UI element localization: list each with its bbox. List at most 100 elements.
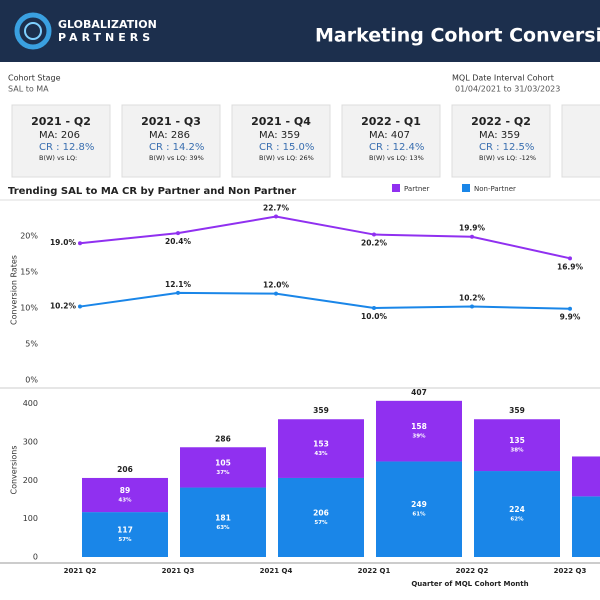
y-axis-label: Conversion Rates: [10, 255, 19, 325]
bar-segment: [180, 487, 266, 557]
card-lq: B(W) vs LQ: 26%: [259, 154, 314, 162]
legend-label: Partner: [404, 185, 430, 193]
filter-value: 01/04/2021 to 31/03/2023: [455, 85, 560, 94]
point: [372, 306, 376, 310]
card-cr: CR : 15.0%: [259, 142, 314, 153]
legend-swatch: [462, 184, 470, 192]
series-line: [79, 291, 571, 310]
logo-text: GLOBALIZATION: [58, 18, 157, 31]
share-label: 43%: [118, 498, 132, 504]
filter-label: Cohort Stage: [8, 74, 61, 83]
data-label: 10.2%: [50, 302, 77, 311]
data-label: 249: [411, 500, 427, 509]
card-cr: CR : 12.4%: [369, 142, 424, 153]
y-tick-label: 100: [23, 514, 38, 523]
data-label: 19.9%: [459, 224, 486, 233]
point: [78, 241, 82, 246]
header-bar: [0, 0, 600, 62]
data-label: 158: [411, 422, 427, 431]
point: [568, 306, 572, 311]
data-label: 9.9%: [560, 313, 581, 322]
kpi-card: [451, 104, 551, 178]
x-axis-label: Quarter of MQL Cohort Month: [411, 580, 528, 588]
bar-segment: [474, 471, 560, 557]
logo-ring: [14, 12, 52, 50]
share-label: 61%: [412, 512, 426, 518]
y-axis-label: Conversions: [10, 445, 19, 494]
kpi-card: [121, 104, 221, 178]
point: [176, 231, 180, 236]
x-tick-label: 2022 Q2: [456, 567, 489, 575]
y-tick-label: 300: [23, 437, 38, 446]
total-label: 359: [509, 406, 525, 415]
card-title: 2021 - Q3: [141, 115, 201, 128]
data-label: 181: [215, 513, 231, 522]
card-ma: MA: 359: [259, 130, 300, 141]
kpi-card: [561, 104, 600, 178]
data-label: 20.2%: [361, 239, 388, 248]
data-label: 22.7%: [263, 204, 290, 213]
x-tick-label: 2022 Q1: [358, 567, 391, 575]
share-label: 38%: [510, 448, 524, 454]
page-title: Marketing Cohort Conversion Rates: [315, 25, 600, 47]
card-lq: B(W) vs LQ: 13%: [369, 154, 424, 162]
card-ma: MA: 206: [39, 130, 80, 141]
data-label: 117: [117, 526, 133, 535]
legend-swatch: [392, 184, 400, 192]
data-label: 19.0%: [50, 238, 77, 247]
share-label: 63%: [216, 525, 230, 531]
point: [176, 290, 180, 295]
bar-segment: [474, 419, 560, 472]
point: [372, 232, 376, 237]
bar-segment: [278, 419, 364, 478]
bar-segment: [278, 477, 364, 557]
series-line: [79, 215, 571, 260]
data-label: 206: [313, 508, 329, 517]
y-tick-label: 15%: [20, 268, 38, 277]
logo-text: PARTNERS: [58, 31, 154, 44]
y-tick-label: 200: [23, 476, 38, 485]
filter-value: SAL to MA: [8, 85, 49, 94]
bar-segment: [572, 456, 600, 497]
data-label: 224: [509, 505, 525, 514]
bar-segment: [376, 461, 462, 557]
card-ma: MA: 286: [149, 130, 190, 141]
share-label: 57%: [118, 537, 132, 543]
data-label: 12.0%: [263, 281, 290, 290]
data-label: 10.0%: [361, 312, 388, 321]
bar-segment: [572, 496, 600, 557]
card-lq: B(W) vs LQ: -12%: [479, 154, 536, 162]
data-label: 12.1%: [165, 280, 192, 289]
y-tick-label: 10%: [20, 304, 38, 313]
card-cr: CR : 12.5%: [479, 142, 534, 153]
total-label: 286: [215, 434, 231, 443]
legend-label: Non-Partner: [474, 185, 516, 193]
kpi-card: [341, 104, 441, 178]
chart-title: Trending SAL to MA CR by Partner and Non…: [8, 186, 296, 197]
data-label: 153: [313, 440, 329, 449]
data-label: 20.4%: [165, 237, 192, 246]
y-tick-label: 0: [33, 553, 38, 562]
card-cr: CR : 12.8%: [39, 142, 94, 153]
y-tick-label: 20%: [20, 232, 38, 241]
x-tick-label: 2022 Q3: [554, 567, 587, 575]
y-tick-label: 400: [23, 399, 38, 408]
y-tick-label: 0%: [25, 376, 38, 385]
point: [568, 256, 572, 261]
point: [274, 214, 278, 219]
share-label: 62%: [510, 517, 524, 523]
point: [470, 234, 474, 239]
card-title: 2022 - Q2: [471, 115, 531, 128]
total-label: 359: [313, 406, 329, 415]
card-lq: B(W) vs LQ: 39%: [149, 154, 204, 162]
card-cr: CR : 14.2%: [149, 142, 204, 153]
data-label: 10.2%: [459, 294, 486, 303]
card-ma: MA: 359: [479, 130, 520, 141]
point: [78, 304, 82, 309]
x-tick-label: 2021 Q3: [162, 567, 195, 575]
kpi-card: [11, 104, 111, 178]
data-label: 105: [215, 458, 231, 467]
card-title: 2021 - Q4: [251, 115, 311, 128]
card-title: 2021 - Q2: [31, 115, 91, 128]
